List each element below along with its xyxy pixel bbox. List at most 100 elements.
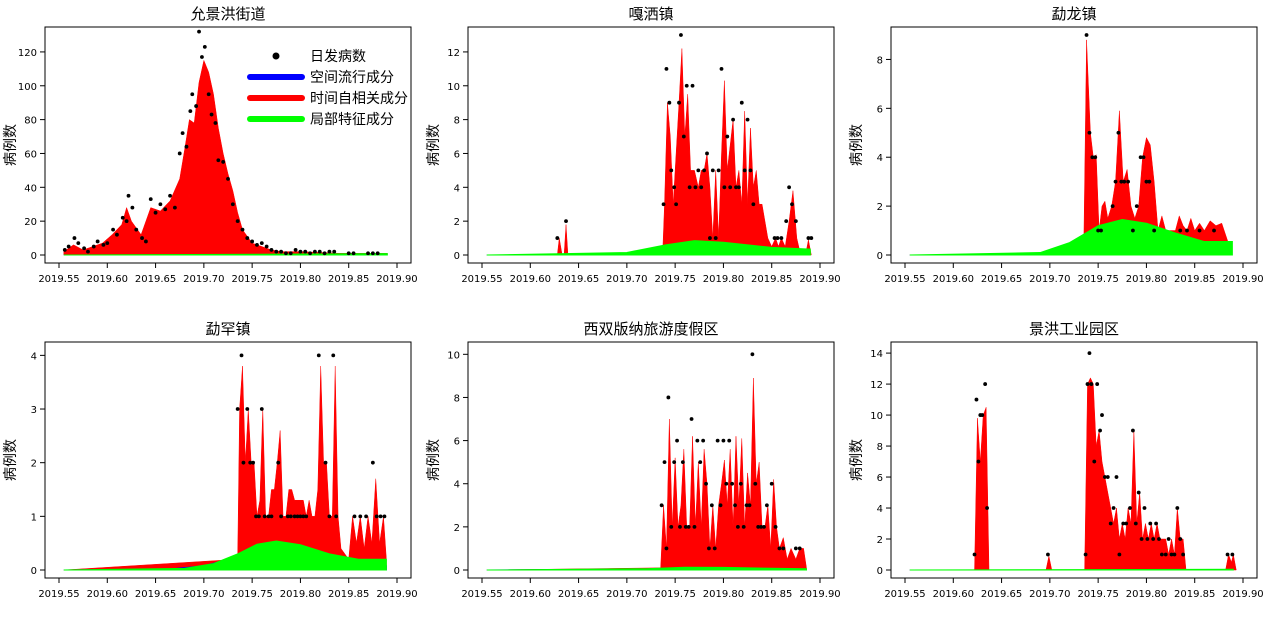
x-tick-label: 2019.65 <box>135 589 176 600</box>
daily-case-point <box>1138 155 1143 160</box>
daily-case-point <box>1139 537 1144 541</box>
x-tick-label: 2019.85 <box>1174 589 1215 600</box>
daily-case-point <box>974 397 979 402</box>
y-tick-label: 2 <box>877 202 883 213</box>
daily-case-point <box>667 100 672 105</box>
daily-case-point <box>748 168 753 173</box>
daily-case-point <box>1119 179 1124 184</box>
y-tick-label: 100 <box>18 82 37 93</box>
x-tick-label: 2019.90 <box>799 589 840 600</box>
x-tick-label: 2019.60 <box>510 589 551 600</box>
daily-case-point <box>86 249 90 254</box>
daily-case-point <box>1089 382 1094 386</box>
daily-case-point <box>200 55 204 59</box>
plot-frame <box>467 26 835 264</box>
x-tick-label: 2019.65 <box>981 274 1022 285</box>
x-tick-label: 2019.65 <box>558 274 599 285</box>
daily-case-point <box>1100 413 1104 417</box>
temporal-component-area <box>486 48 812 256</box>
chart-title: 允景洪街道 <box>190 5 265 23</box>
daily-case-point <box>1136 490 1141 495</box>
daily-case-point <box>1197 228 1202 233</box>
daily-case-point <box>202 44 207 49</box>
daily-case-point <box>288 514 293 519</box>
y-tick-label: 4 <box>454 480 460 491</box>
local-component-area <box>486 566 807 571</box>
daily-case-point <box>76 241 81 246</box>
y-tick-label: 0 <box>454 566 460 577</box>
x-tick-label: 2019.60 <box>87 589 128 600</box>
daily-case-point <box>669 524 674 529</box>
daily-case-point <box>1121 521 1126 526</box>
daily-case-point <box>1230 552 1235 557</box>
y-tick-label: 2 <box>454 523 460 534</box>
y-tick-label: 10 <box>447 350 460 361</box>
daily-case-point <box>209 112 214 117</box>
daily-case-point <box>693 185 698 190</box>
daily-case-point <box>707 546 711 551</box>
daily-case-point <box>704 481 708 486</box>
y-tick-label: 120 <box>18 48 37 59</box>
daily-case-point <box>1114 475 1119 479</box>
daily-case-point <box>756 524 761 529</box>
daily-case-point <box>332 249 337 254</box>
daily-case-point <box>710 168 715 173</box>
daily-case-point <box>352 514 357 519</box>
daily-case-point <box>375 251 380 256</box>
daily-case-point <box>322 251 327 256</box>
x-tick-label: 2019.75 <box>654 589 695 600</box>
daily-case-point <box>1116 130 1121 135</box>
daily-case-point <box>184 144 189 149</box>
x-tick-label: 2019.85 <box>328 274 369 285</box>
x-tick-label: 2019.55 <box>38 589 79 600</box>
y-tick-label: 0 <box>31 566 37 577</box>
x-tick-label: 2019.55 <box>461 274 502 285</box>
daily-case-point <box>724 481 729 486</box>
daily-case-point <box>235 219 240 224</box>
x-tick-label: 2019.80 <box>280 589 321 600</box>
daily-case-point <box>105 241 110 246</box>
daily-case-point <box>134 227 139 232</box>
x-tick-label: 2019.60 <box>933 274 974 285</box>
daily-case-point <box>976 459 981 464</box>
y-tick-label: 10 <box>870 411 883 422</box>
x-tick-label: 2019.75 <box>231 589 272 600</box>
daily-case-point <box>750 352 755 357</box>
y-tick-label: 8 <box>454 116 460 127</box>
x-tick-label: 2019.80 <box>703 589 744 600</box>
daily-case-point <box>985 506 989 510</box>
daily-case-point <box>1144 179 1149 184</box>
daily-case-point <box>1163 552 1168 557</box>
daily-case-point <box>1090 155 1095 160</box>
daily-case-point <box>303 249 308 254</box>
daily-case-point <box>346 251 351 256</box>
plot-frame <box>44 26 412 264</box>
daily-case-point <box>1169 552 1174 557</box>
y-tick-label: 8 <box>877 55 883 66</box>
daily-case-point <box>972 552 977 557</box>
y-tick-label: 10 <box>447 82 460 93</box>
legend-label: 空间流行成分 <box>310 70 394 86</box>
daily-case-point <box>1131 428 1135 433</box>
daily-case-point <box>172 205 177 210</box>
local-component-area <box>63 253 388 256</box>
y-tick-label: 14 <box>870 349 883 360</box>
daily-case-point <box>279 249 284 254</box>
daily-case-point <box>1145 537 1150 541</box>
daily-case-point <box>793 546 798 551</box>
daily-case-point <box>1110 204 1115 209</box>
daily-case-point <box>327 514 332 519</box>
legend-label: 日发病数 <box>310 49 366 65</box>
daily-case-point <box>664 546 669 551</box>
daily-case-point <box>745 117 750 122</box>
daily-case-point <box>266 514 271 519</box>
daily-case-point <box>773 524 778 529</box>
daily-case-point <box>1117 552 1122 557</box>
daily-case-point <box>715 438 720 443</box>
daily-case-point <box>659 503 664 508</box>
daily-case-point <box>1103 475 1107 479</box>
daily-case-point <box>153 210 158 215</box>
